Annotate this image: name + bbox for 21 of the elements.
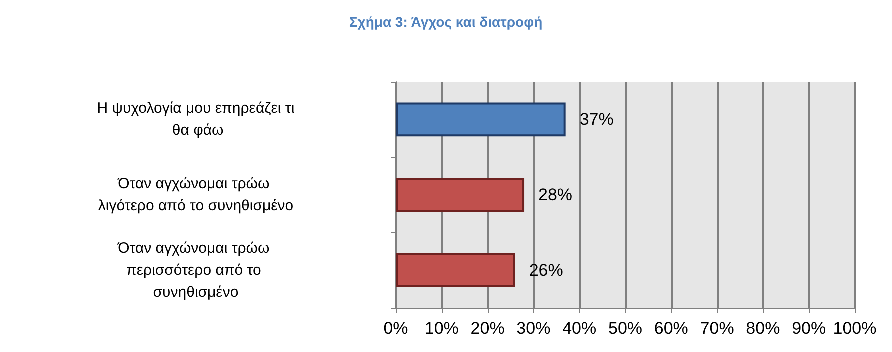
x-tick-label: 80%: [746, 319, 780, 338]
x-tick-label: 90%: [792, 319, 826, 338]
x-tick-label: 70%: [700, 319, 734, 338]
x-tick-label: 0%: [384, 319, 408, 338]
bar: [396, 102, 566, 137]
x-tick-label: 60%: [654, 319, 688, 338]
x-tick-label: 10%: [424, 319, 459, 338]
chart-title: Σχήμα 3: Άγχος και διατροφή: [349, 14, 543, 30]
data-label: 37%: [580, 110, 614, 130]
x-tick-label: 100%: [833, 319, 877, 338]
data-label: 26%: [529, 260, 564, 280]
bar: [396, 178, 525, 212]
data-label: 28%: [538, 186, 573, 204]
bar: [396, 253, 516, 288]
x-tick-label: 30%: [516, 319, 551, 338]
x-tick-label: 50%: [608, 319, 643, 338]
y-tick-label: Η ψυχολογία μου επηρεάζει τι θα φάω: [97, 100, 295, 140]
x-tick-label: 40%: [562, 319, 597, 338]
x-tick-label: 20%: [470, 319, 505, 338]
y-tick-label: Όταν αγχώνομαι τρώω περισσότερο από το συνηθισμένο: [117, 240, 274, 301]
y-tick-label: Όταν αγχώνομαι τρώω λιγότερο από το συνηθισμένο: [98, 176, 294, 214]
